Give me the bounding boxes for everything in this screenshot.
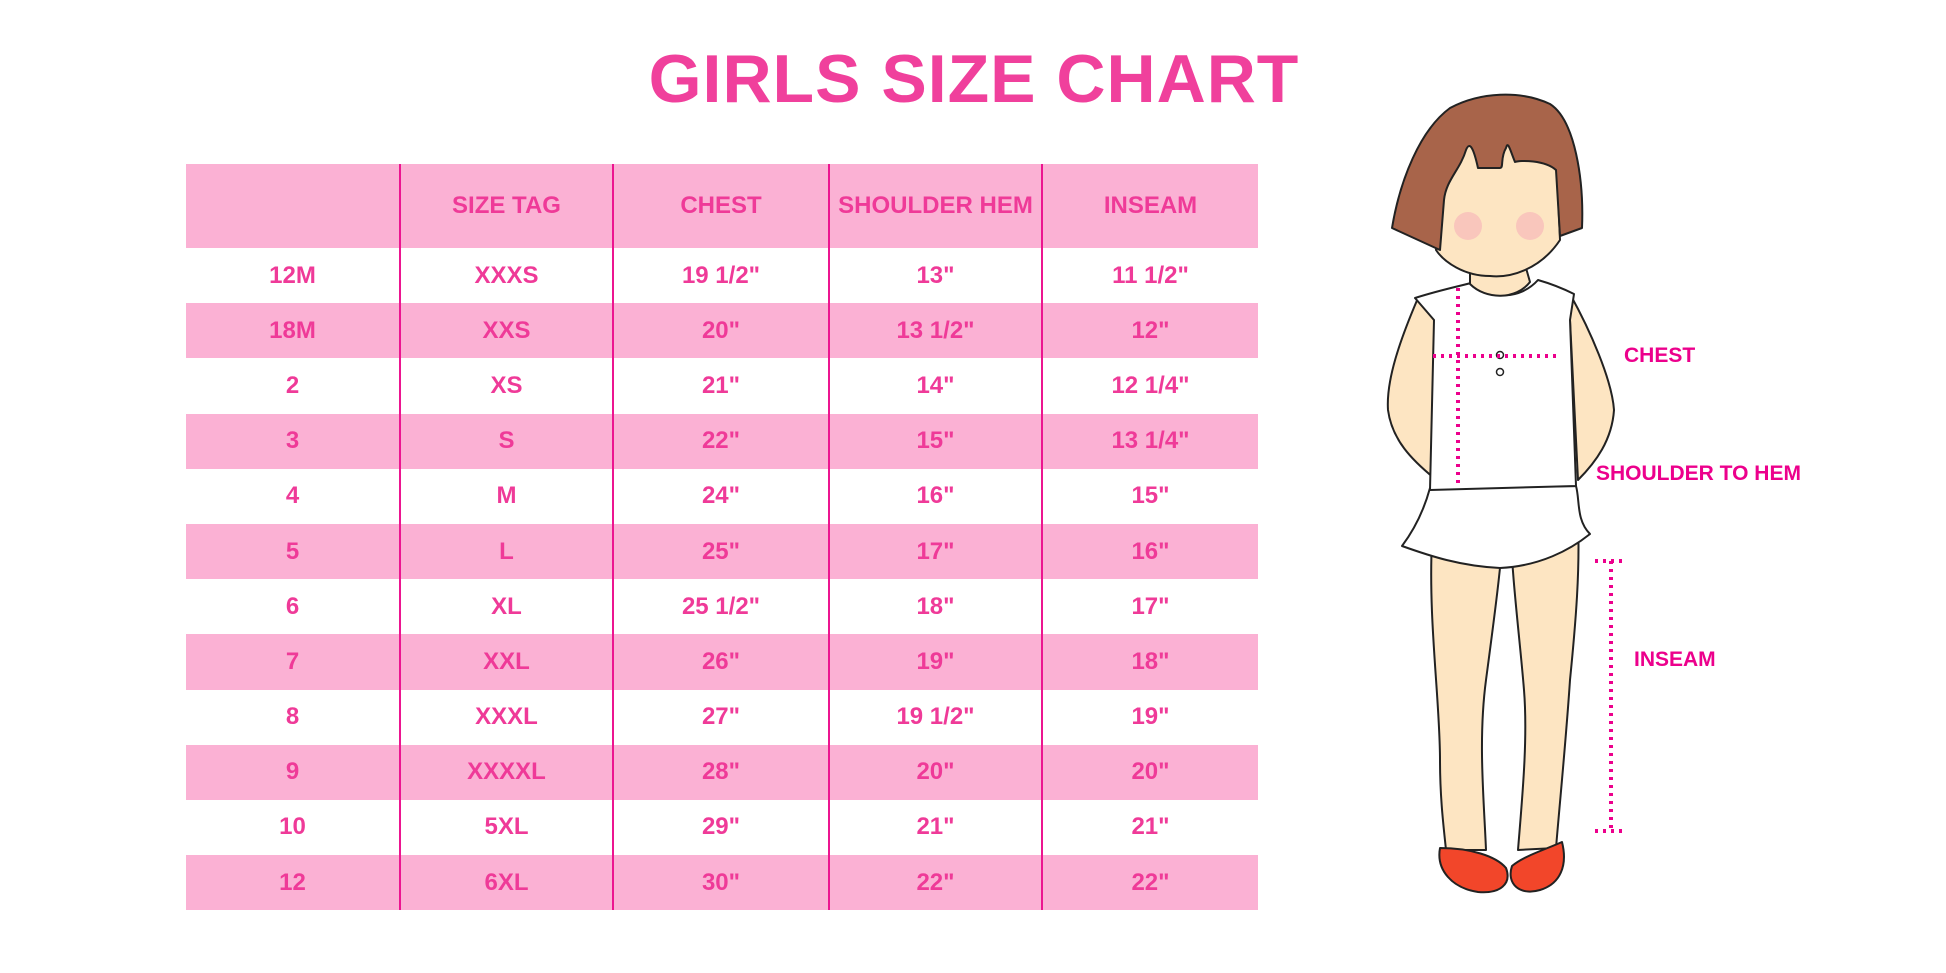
cell-size: 12M [269,261,316,289]
cell-inseam: 20" [1041,744,1258,800]
cell-inseam: 22" [1041,855,1258,911]
page-title: GIRLS SIZE CHART [648,41,1300,117]
cell-shoulder-hem: 13" [828,248,1042,304]
cell-size: 10 [279,813,306,841]
table-row: 4 M 24" 16" 15" [186,468,1258,524]
cell-size-tag: L [399,523,613,580]
cell-chest: 25" [612,523,829,580]
table-row: 9 XXXXL 28" 20" 20" [186,744,1258,800]
cell-inseam: 18" [1041,634,1258,690]
cell-shoulder-hem: 22" [828,855,1042,911]
inseam-label: INSEAM [1634,648,1716,671]
table-row: 10 5XL 29" 21" 21" [186,799,1258,856]
cell-shoulder-hem: 20" [828,744,1042,800]
cell-size: 2 [285,371,300,399]
left-shoe [1438,847,1509,894]
cell-size-tag: XXS [399,303,613,359]
cell-chest: 19 1/2" [612,248,829,304]
chest-label: CHEST [1624,344,1696,367]
cell-size: 18M [186,303,400,359]
cell-shoulder-hem: 19" [828,634,1042,690]
table-row: 8 XXXL 27" 19 1/2" 19" [186,689,1258,745]
cell-chest: 27" [612,689,829,745]
table-row: 12 6XL 30" 22" 22" [186,855,1258,911]
cell-inseam: 11 1/2" [1041,248,1258,304]
cell-inseam: 12" [1041,303,1258,359]
cell-chest: 21" [612,358,829,414]
left-leg [1430,519,1505,851]
cell-size-tag: S [399,413,613,469]
cell-inseam: 21" [1041,799,1258,856]
cell-size-tag: XL [399,579,613,635]
cell-inseam: 16" [1041,523,1258,580]
cell-size: 6 [285,592,300,620]
cell-shoulder-hem: 17" [828,523,1042,580]
cell-shoulder-hem: 18" [828,579,1042,635]
cell-chest: 26" [612,634,829,690]
cell-inseam: 13 1/4" [1041,413,1258,469]
right-shoe [1509,841,1565,893]
cell-size: 4 [285,482,300,510]
cell-size-tag: XXXS [399,248,613,304]
cell-chest: 20" [612,303,829,359]
header-chest: CHEST [612,164,829,248]
skirt [1401,485,1591,569]
right-arm [1569,293,1615,481]
cell-chest: 24" [612,468,829,524]
cell-size-tag: XXXL [399,689,613,745]
cell-size-tag: M [399,468,613,524]
cell-size-tag: XXXXL [399,744,613,800]
header-size-tag: SIZE TAG [399,164,613,248]
shoulder-to-hem-label: SHOULDER TO HEM [1596,462,1801,485]
cell-chest: 29" [612,799,829,856]
cell-size-tag: 5XL [399,799,613,856]
cell-size: 12 [186,855,400,911]
size-chart-table: SIZE TAG CHEST SHOULDER HEM INSEAM 12M XX… [186,164,1258,911]
table-row: 7 XXL 26" 19" 18" [186,634,1258,690]
cell-size: 5 [186,523,400,580]
cell-chest: 28" [612,744,829,800]
cell-size: 7 [186,634,400,690]
cell-size: 9 [186,744,400,800]
table-row: 6 XL 25 1/2" 18" 17" [186,579,1258,635]
cell-size-tag: XS [399,358,613,414]
cell-shoulder-hem: 19 1/2" [828,689,1042,745]
cell-chest: 22" [612,413,829,469]
cell-inseam: 19" [1041,689,1258,745]
cell-size-tag: XXL [399,634,613,690]
left-arm [1386,297,1441,479]
table-header-row: SIZE TAG CHEST SHOULDER HEM INSEAM [186,164,1258,248]
cell-shoulder-hem: 16" [828,468,1042,524]
table-row: 2 XS 21" 14" 12 1/4" [186,358,1258,414]
cell-size: 3 [186,413,400,469]
table-row: 18M XXS 20" 13 1/2" 12" [186,303,1258,359]
cell-size-tag: 6XL [399,855,613,911]
table-row: 12M XXXS 19 1/2" 13" 11 1/2" [186,248,1258,304]
hair [1391,93,1584,251]
cell-chest: 25 1/2" [612,579,829,635]
table-row: 3 S 22" 15" 13 1/4" [186,413,1258,469]
cell-shoulder-hem: 13 1/2" [828,303,1042,359]
cell-shoulder-hem: 21" [828,799,1042,856]
header-shoulder-hem: SHOULDER HEM [828,164,1042,248]
header-size [186,164,400,248]
header-inseam: INSEAM [1041,164,1258,248]
cell-shoulder-hem: 15" [828,413,1042,469]
cell-inseam: 15" [1041,468,1258,524]
cell-chest: 30" [612,855,829,911]
cell-inseam: 17" [1041,579,1258,635]
right-leg [1509,519,1580,851]
cell-size: 8 [285,703,300,731]
cell-shoulder-hem: 14" [828,358,1042,414]
shirt [1414,279,1577,491]
cell-inseam: 12 1/4" [1041,358,1258,414]
table-row: 5 L 25" 17" 16" [186,523,1258,580]
